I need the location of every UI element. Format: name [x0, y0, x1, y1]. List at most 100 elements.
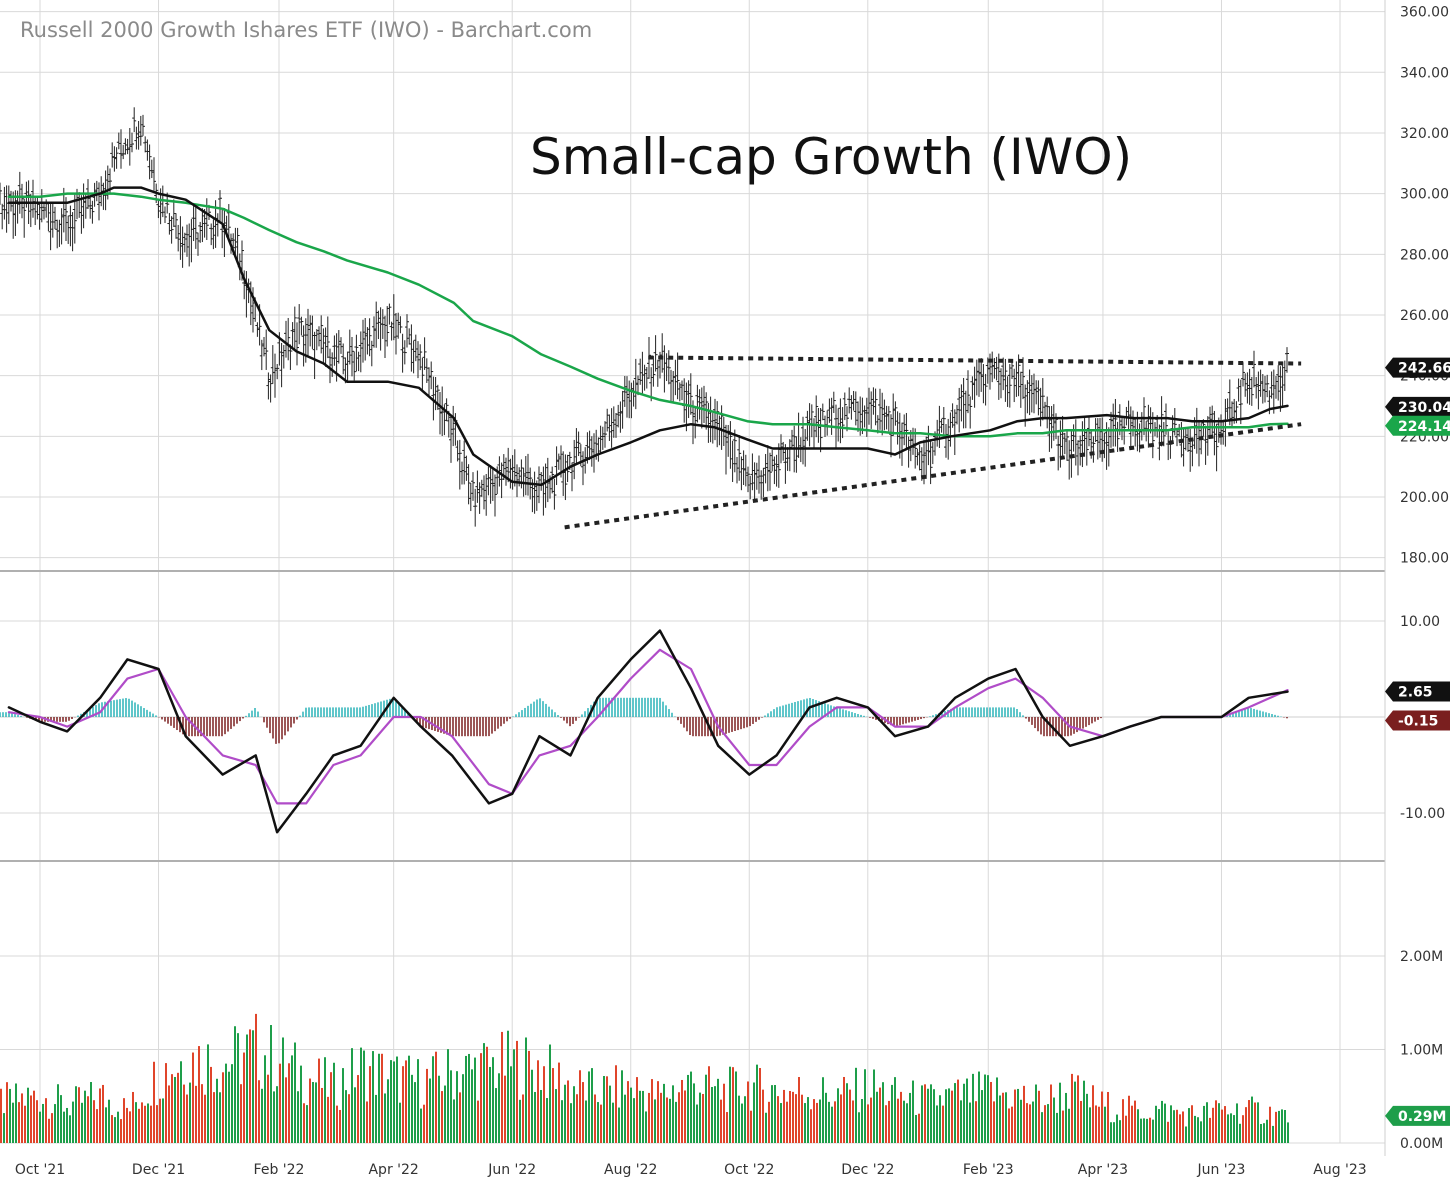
volume-bar — [384, 1093, 386, 1143]
volume-bar — [537, 1060, 539, 1143]
volume-bar — [987, 1075, 989, 1143]
volume-bar — [225, 1063, 227, 1143]
volume-bar — [204, 1094, 206, 1143]
volume-bar — [753, 1082, 755, 1143]
volume-bar — [27, 1087, 29, 1143]
volume-tick-label: 2.00M — [1400, 949, 1443, 965]
volume-bar — [972, 1073, 974, 1143]
volume-bar — [495, 1088, 497, 1143]
tag-layer: 242.66 230.04 224.14 2.65 -0.15 0.29M — [1385, 357, 1452, 1126]
volume-bar — [882, 1082, 884, 1143]
macd-signal-line — [7, 648, 1289, 805]
volume-bar — [1107, 1091, 1109, 1143]
volume-bar — [1110, 1122, 1112, 1143]
volume-bar — [768, 1101, 770, 1143]
volume-bar — [615, 1065, 617, 1143]
volume-bar — [240, 1084, 242, 1143]
volume-bar — [1089, 1107, 1091, 1143]
volume-bar — [963, 1083, 965, 1143]
volume-bar — [1245, 1107, 1247, 1143]
volume-bar — [573, 1086, 575, 1143]
volume-bar — [1248, 1100, 1250, 1143]
volume-bar — [1104, 1106, 1106, 1143]
volume-bar — [1074, 1081, 1076, 1143]
volume-bar — [690, 1071, 692, 1143]
tag-ma-short: 230.04 — [1385, 396, 1452, 417]
source-title: Russell 2000 Growth Ishares ETF (IWO) - … — [20, 18, 592, 42]
volume-bar — [705, 1074, 707, 1143]
volume-bar — [855, 1067, 857, 1143]
volume-bar — [600, 1104, 602, 1143]
volume-bar — [159, 1098, 161, 1143]
volume-bar — [33, 1090, 35, 1143]
volume-bar — [219, 1092, 221, 1143]
volume-bar — [15, 1083, 17, 1143]
volume-bar — [636, 1077, 638, 1143]
volume-bar — [666, 1097, 668, 1143]
volume-bar — [618, 1107, 620, 1143]
volume-bar — [387, 1079, 389, 1143]
volume-bar — [948, 1088, 950, 1143]
volume-bar — [270, 1025, 272, 1143]
volume-bar — [108, 1099, 110, 1143]
volume-bar — [627, 1081, 629, 1143]
volume-bar — [198, 1046, 200, 1143]
tag-close-text: 242.66 — [1398, 361, 1452, 377]
volume-bar — [339, 1109, 341, 1143]
volume-bar — [630, 1087, 632, 1143]
ma-long-line — [7, 192, 1289, 438]
volume-bar — [828, 1101, 830, 1143]
volume-bar — [234, 1026, 236, 1143]
x-tick-label: Jun '23 — [1196, 1162, 1245, 1178]
volume-bar — [681, 1079, 683, 1143]
volume-bar — [1122, 1099, 1124, 1143]
volume-bar — [1161, 1100, 1163, 1143]
volume-bar — [1035, 1084, 1037, 1143]
x-tick-label: Dec '22 — [841, 1162, 894, 1178]
volume-bar — [702, 1093, 704, 1143]
volume-bar — [1134, 1100, 1136, 1143]
volume-bar — [402, 1066, 404, 1143]
volume-bar — [348, 1094, 350, 1143]
macd-tick-label: 10.00 — [1400, 614, 1440, 630]
volume-bar — [621, 1070, 623, 1143]
volume-bar — [1056, 1112, 1058, 1143]
volume-bar — [1119, 1120, 1121, 1143]
volume-bar — [927, 1088, 929, 1143]
volume-bar — [783, 1089, 785, 1143]
volume-bar — [99, 1088, 101, 1143]
volume-bar — [1200, 1121, 1202, 1143]
volume-bar — [171, 1074, 173, 1143]
volume-bar — [1194, 1115, 1196, 1143]
volume-bar — [300, 1065, 302, 1143]
volume-bar — [1170, 1105, 1172, 1143]
volume-bar — [72, 1101, 74, 1143]
axis-layer: 360.00340.00320.00300.00280.00260.00240.… — [15, 5, 1449, 1178]
chart-headline: Small-cap Growth (IWO) — [530, 128, 1132, 186]
volume-bar — [807, 1097, 809, 1143]
volume-bar — [954, 1083, 956, 1143]
volume-bar — [1032, 1101, 1034, 1143]
volume-bar — [351, 1048, 353, 1143]
volume-bar — [114, 1117, 116, 1143]
volume-bar — [279, 1063, 281, 1143]
volume-bar — [486, 1046, 488, 1143]
volume-bar — [591, 1068, 593, 1143]
volume-bar — [852, 1100, 854, 1143]
volume-bar — [48, 1118, 50, 1143]
volume-bar — [786, 1101, 788, 1143]
volume-tick-label: 0.00M — [1400, 1136, 1443, 1152]
tag-ma-long-text: 224.14 — [1398, 419, 1452, 435]
volume-bar — [18, 1102, 20, 1143]
volume-bar — [528, 1050, 530, 1143]
volume-bar — [1230, 1113, 1232, 1143]
volume-bar — [1278, 1110, 1280, 1143]
volume-bar — [1029, 1104, 1031, 1143]
volume-bar — [525, 1037, 527, 1143]
volume-bar — [369, 1066, 371, 1143]
volume-bar — [213, 1092, 215, 1143]
volume-bar — [57, 1084, 59, 1143]
volume-bar — [747, 1081, 749, 1143]
volume-bar — [792, 1091, 794, 1143]
